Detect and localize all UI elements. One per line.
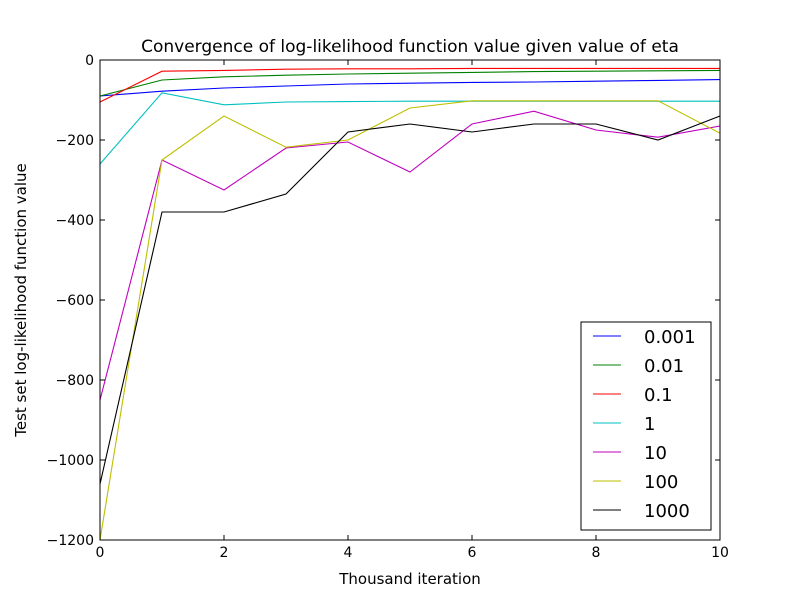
series-line-4 bbox=[99, 110, 721, 401]
series-line-0 bbox=[99, 79, 721, 97]
series-line-3 bbox=[99, 92, 720, 165]
x-tick-label-1: 2 bbox=[220, 545, 229, 561]
y-axis-label: Test set log-likelihood function value bbox=[12, 163, 30, 438]
legend-entry-0: 0.001 bbox=[644, 327, 696, 348]
legend-entry-5: 100 bbox=[644, 472, 678, 493]
series-line-5 bbox=[99, 100, 721, 541]
legend: 0.001 0.01 0.1 1 10 100 1000 bbox=[580, 321, 712, 531]
legend-entry-4: 10 bbox=[644, 443, 667, 464]
y-tick-label-0: 0 bbox=[85, 53, 94, 69]
x-tick-label-5: 10 bbox=[711, 545, 729, 561]
series-line-2 bbox=[99, 67, 720, 103]
legend-box bbox=[580, 321, 712, 531]
chart-title: Convergence of log-likelihood function v… bbox=[141, 37, 679, 57]
legend-entry-3: 1 bbox=[644, 414, 655, 435]
x-tick-label-0: 0 bbox=[96, 545, 105, 561]
x-axis-label: Thousand iteration bbox=[338, 570, 481, 588]
y-tick-label-6: −1200 bbox=[47, 533, 94, 549]
tick-layer: 0 2 4 6 8 100−200−400−600−800−1000−1200 bbox=[47, 53, 729, 561]
series-line-6 bbox=[99, 115, 721, 485]
y-tick-label-4: −800 bbox=[56, 373, 94, 389]
y-tick-label-3: −600 bbox=[56, 293, 94, 309]
series-line-1 bbox=[99, 69, 721, 97]
x-tick-label-2: 4 bbox=[344, 545, 353, 561]
legend-entry-6: 1000 bbox=[644, 501, 690, 522]
y-tick-label-1: −200 bbox=[56, 133, 94, 149]
legend-entry-1: 0.01 bbox=[644, 356, 684, 377]
y-tick-label-2: −400 bbox=[56, 213, 94, 229]
x-tick-label-3: 6 bbox=[468, 545, 477, 561]
legend-entry-2: 0.1 bbox=[644, 385, 673, 406]
y-tick-label-5: −1000 bbox=[47, 453, 94, 469]
series-layer bbox=[99, 67, 721, 541]
x-tick-label-4: 8 bbox=[592, 545, 601, 561]
